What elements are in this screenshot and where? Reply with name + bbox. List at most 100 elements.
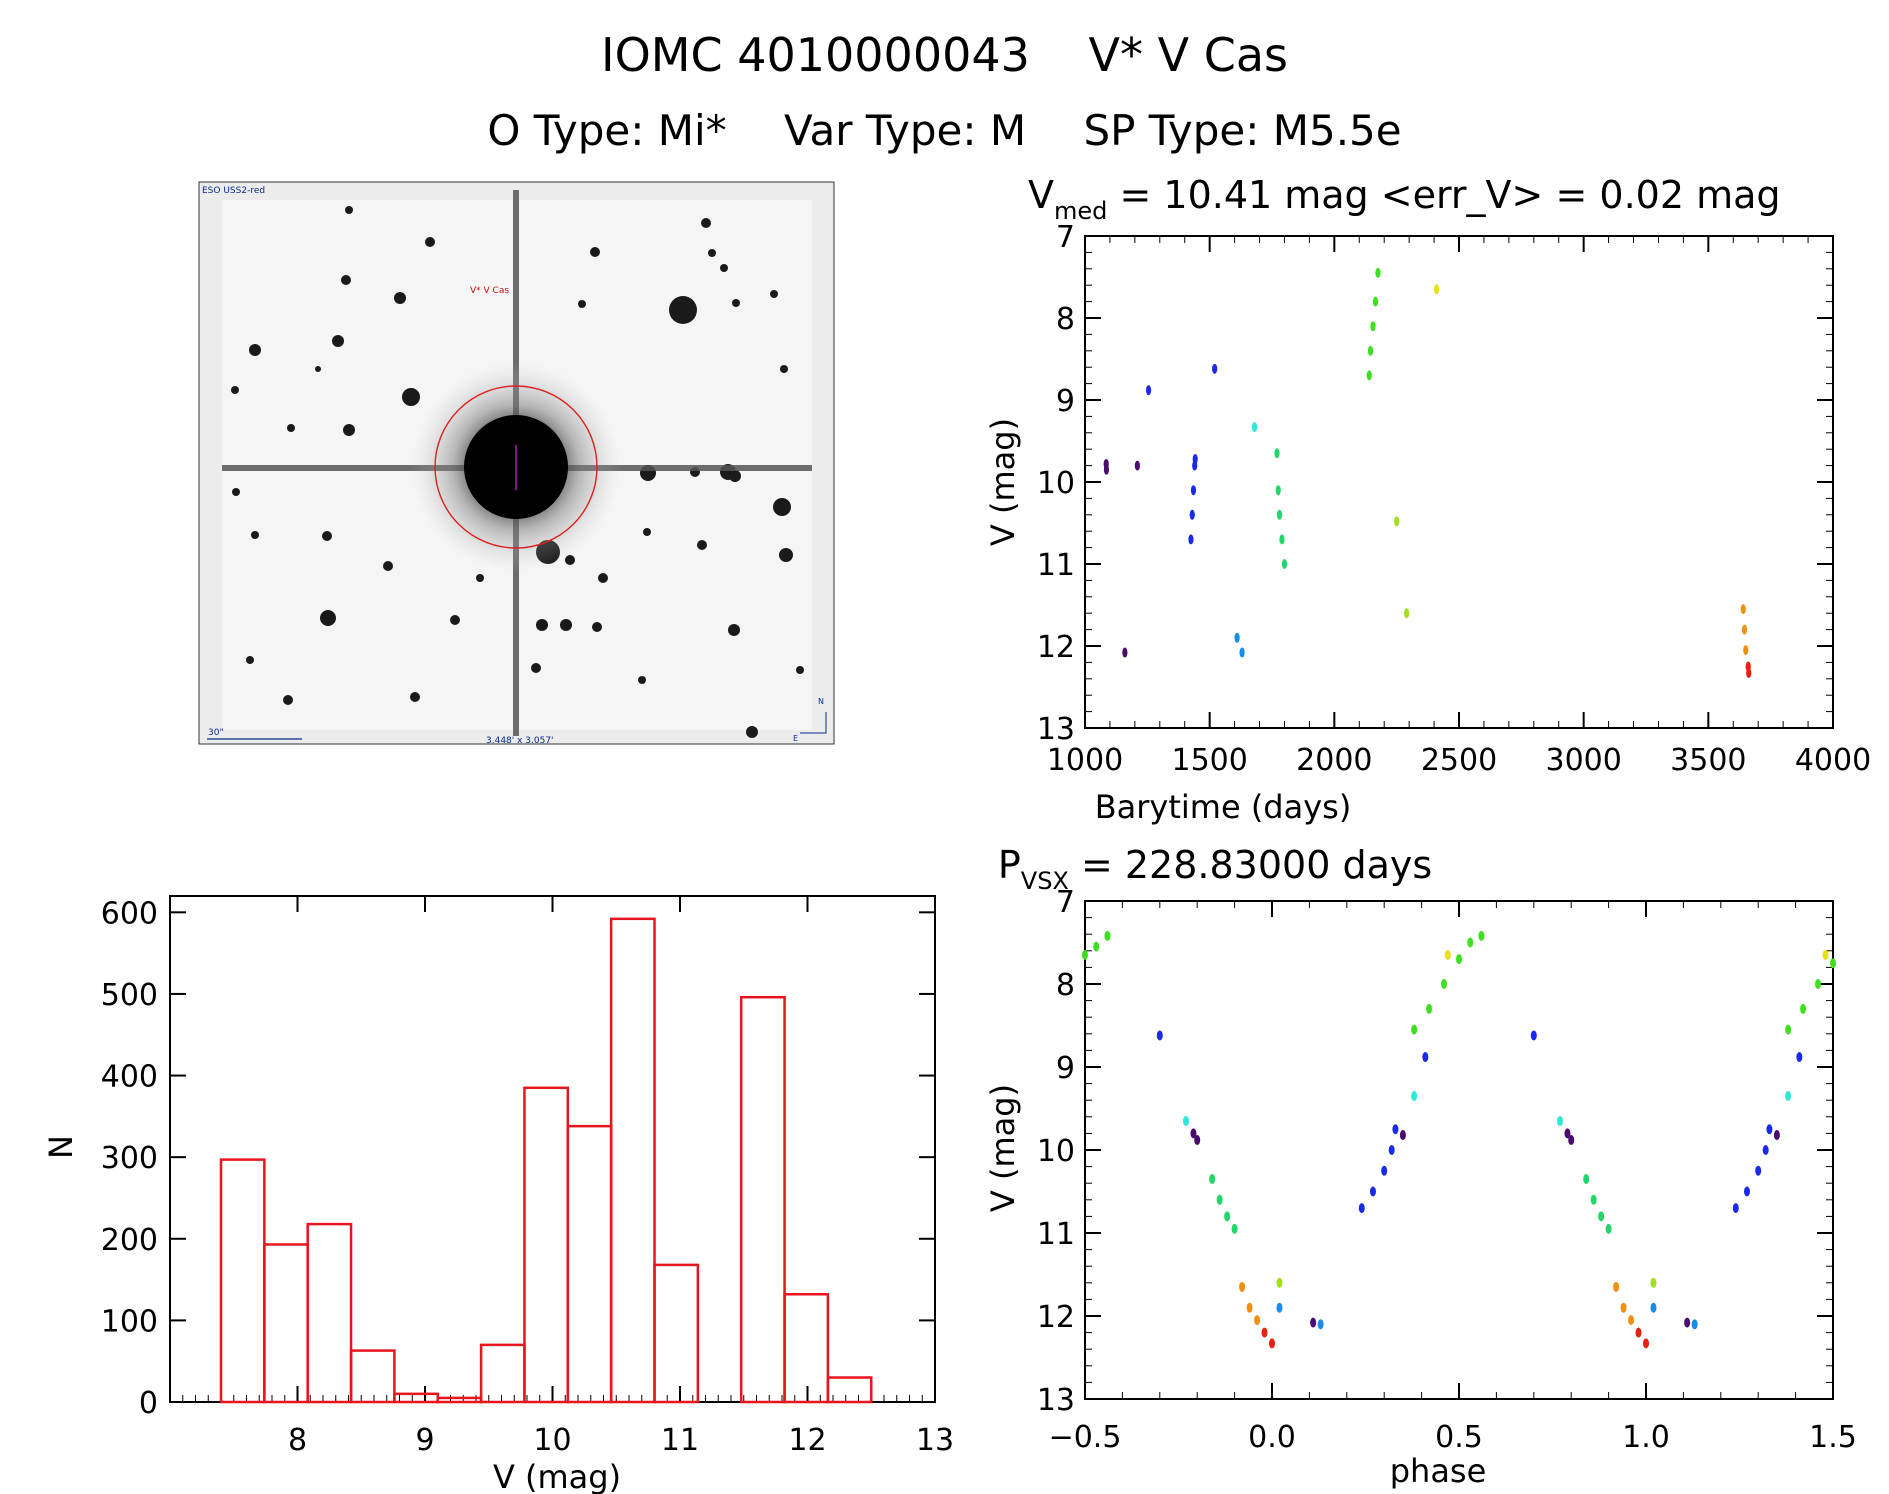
background-star [578, 300, 586, 308]
ph-data-point [1369, 1186, 1376, 1197]
background-star [287, 424, 295, 432]
star-id: IOMC 4010000043 [601, 28, 1030, 82]
background-star [720, 264, 728, 272]
ph-data-point [1392, 1124, 1399, 1135]
hist-x-tick-label: 12 [788, 1423, 826, 1458]
ph-x-tick-label: 1.5 [1809, 1420, 1857, 1455]
ph-x-tick-label: 0.5 [1435, 1420, 1483, 1455]
lc-data-point [1741, 624, 1748, 635]
lc-data-point [1281, 559, 1288, 569]
ph-data-point [1743, 1186, 1750, 1197]
hist-y-tick-label: 200 [101, 1223, 158, 1258]
lc-title-main: V [1028, 173, 1054, 217]
ph-data-point [1650, 1277, 1657, 1288]
lc-x-tick-label: 1500 [1171, 743, 1247, 778]
lc-frame [1084, 235, 1834, 729]
background-star [536, 619, 548, 631]
background-star [332, 335, 344, 347]
compass-north: N [818, 697, 824, 706]
histogram-bar [566, 1124, 613, 1404]
lc-data-point [1212, 363, 1218, 374]
lc-data-point [1239, 647, 1245, 658]
chart-title-id: IOMC 4010000043 V* V Cas [0, 28, 1889, 82]
lc-data-point [1740, 604, 1746, 615]
background-star [780, 365, 788, 373]
ph-y-tick-label: 10 [1037, 1134, 1075, 1169]
background-star [394, 292, 406, 304]
ph-data-point [1182, 1115, 1189, 1126]
background-star [249, 344, 261, 356]
ph-data-point [1732, 1203, 1739, 1214]
hist-y-tick-label: 0 [139, 1386, 158, 1421]
histogram-bar [826, 1376, 873, 1404]
ph-data-point [1766, 1124, 1773, 1135]
ph-data-point [1762, 1145, 1769, 1155]
lc-data-point [1188, 534, 1194, 545]
ph-x-tick-label: −0.5 [1049, 1420, 1122, 1455]
background-star [643, 528, 651, 536]
magnitude-histogram: V (mag) N 8 9 10 11 12 13 0 100 200 300 400 500 600 [42, 895, 954, 1494]
lc-data-point [1367, 345, 1374, 356]
ph-data-point [1239, 1281, 1246, 1292]
ph-data-point [1691, 1319, 1698, 1330]
hist-x-tick-label: 8 [288, 1423, 307, 1458]
background-star [729, 470, 741, 482]
background-star [590, 247, 600, 257]
ph-data-point [1209, 1174, 1216, 1185]
background-star [796, 666, 804, 674]
ph-data-point [1556, 1115, 1563, 1126]
hist-x-tick-label: 10 [533, 1423, 571, 1458]
ph-data-point [1785, 1024, 1792, 1035]
hist-x-tick-label: 11 [661, 1423, 699, 1458]
ph-data-point [1796, 1052, 1803, 1063]
hist-y-tick-label: 100 [101, 1304, 158, 1339]
hist-x-tick-label: 13 [916, 1423, 954, 1458]
lc-y-tick-label: 8 [1056, 302, 1075, 337]
hist-ylabel: N [42, 1135, 80, 1159]
ph-data-point [1568, 1135, 1575, 1146]
hist-y-tick-label: 400 [101, 1060, 158, 1095]
lc-y-tick-label: 12 [1037, 630, 1075, 665]
hist-frame [169, 895, 936, 1403]
ph-data-point [1613, 1281, 1620, 1292]
lc-data-point [1251, 422, 1258, 433]
ph-data-point [1422, 1052, 1429, 1063]
ph-x-tick-label: 1.0 [1622, 1420, 1670, 1455]
ph-data-point [1190, 1128, 1197, 1139]
ph-data-point [1564, 1128, 1571, 1139]
target-aperture-circle [434, 385, 598, 549]
histogram-bar [479, 1343, 526, 1404]
hist-y-tick-label: 500 [101, 978, 158, 1013]
ph-y-tick-label: 8 [1056, 968, 1075, 1003]
ph-data-point [1467, 937, 1474, 948]
hist-y-tick-label: 300 [101, 1141, 158, 1176]
lc-data-point [1743, 645, 1749, 656]
ph-data-point [1815, 979, 1822, 989]
lc-data-point [1366, 370, 1372, 381]
ph-data-point [1104, 930, 1111, 941]
background-star [232, 488, 240, 496]
chart-subtitle-types: O Type: Mi* Var Type: M SP Type: M5.5e [0, 106, 1889, 155]
histogram-bar [436, 1396, 483, 1404]
background-star [697, 540, 707, 550]
lc-xlabel: Barytime (days) [1095, 788, 1352, 826]
background-star [773, 498, 791, 516]
lc-data-point [1394, 516, 1400, 527]
background-star [598, 573, 608, 583]
ph-data-point [1635, 1327, 1642, 1338]
background-star [476, 574, 484, 582]
object-type: O Type: Mi* [487, 106, 727, 155]
background-star [728, 624, 740, 636]
ph-y-tick-label: 7 [1056, 885, 1075, 920]
histogram-bar [306, 1222, 353, 1404]
background-star [770, 290, 778, 298]
ph-data-point [1598, 1211, 1605, 1222]
background-star [450, 615, 460, 625]
ph-data-point [1590, 1194, 1597, 1205]
ph-data-point [1358, 1203, 1365, 1214]
lc-data-point [1192, 454, 1198, 465]
lc-y-tick-label: 7 [1056, 220, 1075, 255]
lc-data-point [1275, 485, 1281, 496]
ph-data-point [1478, 930, 1485, 941]
